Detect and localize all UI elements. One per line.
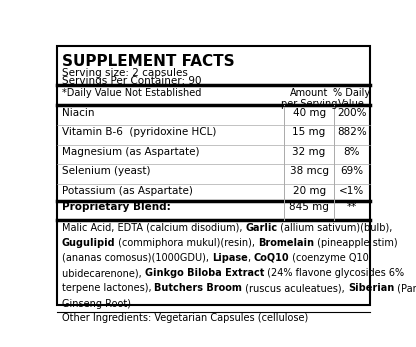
Text: Lipase: Lipase <box>212 253 248 263</box>
Text: CoQ10: CoQ10 <box>254 253 290 263</box>
Text: Ginkgo Biloba Extract: Ginkgo Biloba Extract <box>144 268 264 278</box>
Text: *Daily Value Not Established: *Daily Value Not Established <box>62 88 201 98</box>
Text: % Daily
Value: % Daily Value <box>333 87 370 109</box>
Text: Vitamin B-6  (pyridoxine HCL): Vitamin B-6 (pyridoxine HCL) <box>62 127 216 137</box>
Text: Amount
per Serving: Amount per Serving <box>281 87 337 109</box>
Text: Malic Acid, EDTA (calcium disodium),: Malic Acid, EDTA (calcium disodium), <box>62 222 245 232</box>
Text: (ananas comosus)(1000GDU),: (ananas comosus)(1000GDU), <box>62 253 212 263</box>
Text: (allium sativum)(bulb),: (allium sativum)(bulb), <box>277 222 393 232</box>
Text: (commiphora mukul)(resin),: (commiphora mukul)(resin), <box>115 238 258 248</box>
Text: 15 mg: 15 mg <box>292 127 326 137</box>
Text: ,: , <box>248 253 254 263</box>
Text: <1%: <1% <box>339 186 364 196</box>
Text: Other Ingredients: Vegetarian Capsules (cellulose): Other Ingredients: Vegetarian Capsules (… <box>62 313 308 323</box>
Text: (Panax: (Panax <box>394 283 416 294</box>
Text: Serving size: 2 capsules: Serving size: 2 capsules <box>62 68 188 78</box>
Text: terpene lactones),: terpene lactones), <box>62 283 154 294</box>
Text: (coenzyme Q10: (coenzyme Q10 <box>290 253 369 263</box>
Text: 40 mg: 40 mg <box>292 108 326 118</box>
Text: Siberian: Siberian <box>348 283 394 294</box>
Text: (pineapple stim): (pineapple stim) <box>314 238 398 248</box>
Text: Proprietary Blend:: Proprietary Blend: <box>62 202 171 212</box>
Text: Bromelain: Bromelain <box>258 238 314 248</box>
Text: Ginseng Root): Ginseng Root) <box>62 299 131 309</box>
Text: Garlic: Garlic <box>245 222 277 232</box>
Text: 20 mg: 20 mg <box>292 186 326 196</box>
Text: Servings Per Container: 90: Servings Per Container: 90 <box>62 76 201 86</box>
Text: Gugulipid: Gugulipid <box>62 238 115 248</box>
Text: 69%: 69% <box>340 166 364 176</box>
Text: 200%: 200% <box>337 108 366 118</box>
Text: **: ** <box>347 202 357 212</box>
Text: 845 mg: 845 mg <box>289 202 329 212</box>
FancyBboxPatch shape <box>57 46 369 305</box>
Text: (ruscus aculeatues),: (ruscus aculeatues), <box>242 283 348 294</box>
Text: (24% flavone glycosides 6%: (24% flavone glycosides 6% <box>264 268 404 278</box>
Text: Magnesium (as Aspartate): Magnesium (as Aspartate) <box>62 147 199 156</box>
Text: 38 mcg: 38 mcg <box>290 166 329 176</box>
Text: 32 mg: 32 mg <box>292 147 326 156</box>
Text: 8%: 8% <box>344 147 360 156</box>
Text: Butchers Broom: Butchers Broom <box>154 283 242 294</box>
Text: SUPPLEMENT FACTS: SUPPLEMENT FACTS <box>62 54 234 69</box>
Text: Potassium (as Aspartate): Potassium (as Aspartate) <box>62 186 193 196</box>
Text: Selenium (yeast): Selenium (yeast) <box>62 166 150 176</box>
Text: Niacin: Niacin <box>62 108 94 118</box>
Text: ubidecarenone),: ubidecarenone), <box>62 268 144 278</box>
Text: 882%: 882% <box>337 127 367 137</box>
